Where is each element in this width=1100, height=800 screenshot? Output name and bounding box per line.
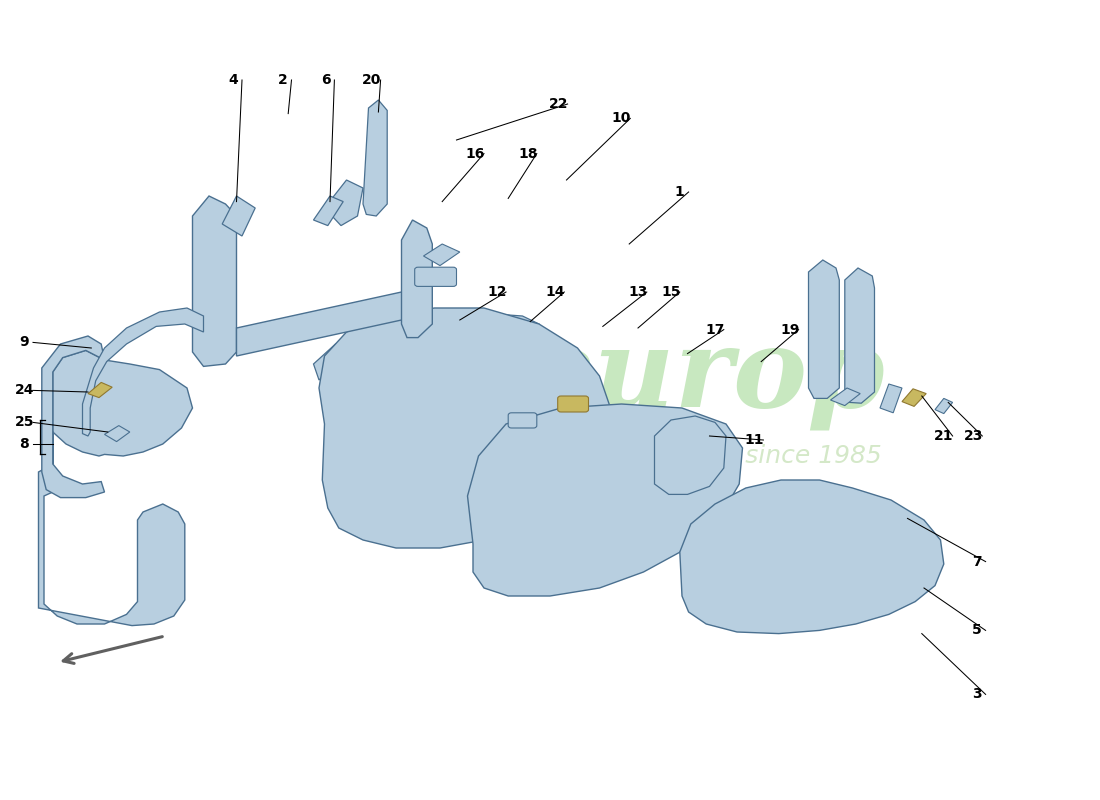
Text: 8: 8 (20, 437, 29, 451)
Text: 16: 16 (465, 146, 485, 161)
Polygon shape (222, 196, 255, 236)
Polygon shape (424, 244, 460, 266)
Polygon shape (808, 260, 839, 398)
FancyBboxPatch shape (558, 396, 589, 412)
FancyBboxPatch shape (508, 413, 537, 428)
Text: a passion for parts since 1985: a passion for parts since 1985 (504, 444, 882, 468)
Text: 18: 18 (518, 146, 538, 161)
FancyBboxPatch shape (415, 267, 456, 286)
Polygon shape (88, 382, 112, 398)
Text: 5: 5 (972, 623, 981, 638)
Text: 17: 17 (705, 322, 725, 337)
Polygon shape (314, 312, 539, 380)
Text: 14: 14 (546, 285, 565, 299)
Text: europ: europ (524, 322, 884, 430)
Text: 19: 19 (780, 322, 800, 337)
Text: 12: 12 (487, 285, 507, 299)
Polygon shape (319, 308, 610, 548)
Text: 13: 13 (628, 285, 648, 299)
Text: 7: 7 (972, 554, 981, 569)
Text: 3: 3 (972, 687, 981, 702)
Polygon shape (880, 384, 902, 413)
Polygon shape (236, 292, 412, 356)
Polygon shape (402, 220, 432, 338)
Polygon shape (902, 389, 926, 406)
Polygon shape (42, 336, 104, 498)
Polygon shape (935, 398, 953, 414)
Text: 20: 20 (362, 73, 382, 87)
Text: 11: 11 (745, 433, 764, 447)
Text: 4: 4 (229, 73, 238, 87)
Text: 25: 25 (14, 415, 34, 430)
Polygon shape (830, 388, 860, 406)
Text: 22: 22 (549, 97, 569, 111)
Polygon shape (468, 404, 742, 596)
Polygon shape (192, 196, 236, 366)
Polygon shape (363, 100, 387, 216)
Text: 6: 6 (321, 73, 330, 87)
Polygon shape (82, 308, 204, 436)
Text: 24: 24 (14, 383, 34, 398)
Text: 2: 2 (278, 73, 287, 87)
Polygon shape (39, 350, 192, 626)
Text: 10: 10 (612, 111, 631, 126)
Text: 23: 23 (964, 429, 983, 443)
Text: 9: 9 (20, 335, 29, 350)
Polygon shape (845, 268, 875, 403)
Polygon shape (680, 480, 944, 634)
Polygon shape (324, 180, 363, 226)
Polygon shape (314, 196, 343, 226)
Text: 15: 15 (661, 285, 681, 299)
Text: 1: 1 (675, 185, 684, 199)
Polygon shape (104, 426, 130, 442)
Polygon shape (654, 416, 726, 494)
Text: 21: 21 (934, 429, 954, 443)
